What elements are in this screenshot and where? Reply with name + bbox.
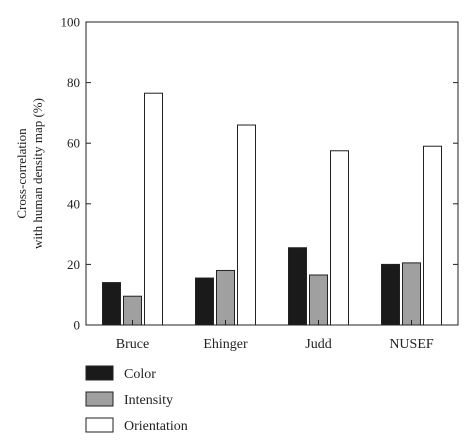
bar-color-ehinger <box>195 277 214 326</box>
bar-color-bruce <box>102 282 121 326</box>
bar-intensity-nusef <box>402 262 421 326</box>
legend-label-orientation: Orientation <box>124 419 188 434</box>
y-tick-label: 20 <box>67 257 80 272</box>
y-tick-label: 80 <box>67 75 80 90</box>
x-category-label: Bruce <box>116 337 149 352</box>
bar-orientation-bruce <box>144 92 163 326</box>
bar-color-judd <box>288 247 307 326</box>
legend-label-color: Color <box>124 367 156 382</box>
y-tick-label: 0 <box>74 318 81 333</box>
bar-orientation-nusef <box>423 145 442 326</box>
y-axis-title-line: with human density map (%) <box>30 98 45 249</box>
bar-orientation-judd <box>330 150 349 326</box>
bar-intensity-judd <box>309 274 328 326</box>
y-tick-label: 100 <box>61 15 81 30</box>
y-tick-label: 60 <box>67 136 80 151</box>
y-axis-title-line: Cross-correlation <box>14 128 29 219</box>
bar-orientation-ehinger <box>237 124 256 326</box>
legend-label-intensity: Intensity <box>124 393 173 408</box>
legend-swatch-color <box>85 365 114 381</box>
legend-swatch-orientation <box>85 417 114 433</box>
x-category-label: Judd <box>305 337 331 352</box>
x-category-label: NUSEF <box>389 337 434 352</box>
bar-color-nusef <box>381 263 400 326</box>
x-category-label: Ehinger <box>203 337 248 352</box>
y-tick-label: 40 <box>67 196 80 211</box>
legend-swatch-intensity <box>85 391 114 407</box>
bar-intensity-ehinger <box>216 269 235 326</box>
plot-frame <box>85 21 459 326</box>
